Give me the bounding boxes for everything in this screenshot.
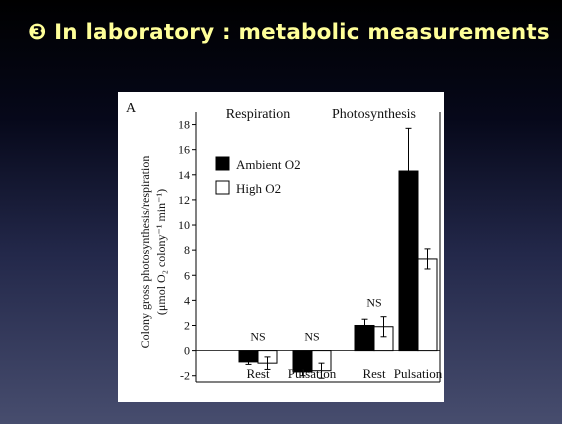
y-tick-label: 8: [184, 243, 190, 257]
ns-annotation: NS: [304, 330, 319, 344]
legend-swatch-high: [215, 180, 230, 195]
y-axis-label-line2: (μmol O₂ colony⁻¹ min⁻¹): [154, 189, 168, 315]
y-tick-label: 18: [178, 118, 190, 132]
y-axis-label-line1: Colony gross photosynthesis/respiration: [138, 156, 152, 349]
y-tick-label: 0: [184, 344, 190, 358]
y-tick-label: 6: [184, 268, 190, 282]
legend-label-ambient: Ambient O2: [236, 157, 301, 172]
slide-title: ❸ In laboratory : metabolic measurements: [28, 20, 550, 45]
y-tick-label: 16: [178, 143, 190, 157]
x-category-label: Rest: [362, 366, 386, 381]
y-tick-label: -2: [180, 369, 190, 383]
y-tick-label: 2: [184, 318, 190, 332]
y-tick-label: 14: [178, 168, 190, 182]
y-tick-label: 12: [178, 193, 190, 207]
legend-swatch-ambient: [215, 156, 230, 171]
legend: Ambient O2 High O2: [215, 156, 301, 196]
panel-label: A: [126, 101, 137, 116]
bar-chart: A Respiration Photosynthesis Colony gros…: [126, 101, 443, 383]
bar-high: [417, 258, 438, 352]
legend-label-high: High O2: [236, 181, 281, 196]
ns-annotation: NS: [250, 330, 265, 344]
x-category-label: Pulsation: [288, 366, 337, 381]
x-category-label: Pulsation: [394, 366, 443, 381]
x-category-label: Rest: [246, 366, 270, 381]
y-tick-label: 4: [184, 293, 190, 307]
y-tick-label: 10: [178, 218, 190, 232]
chart-panel: A Respiration Photosynthesis Colony gros…: [118, 92, 444, 402]
group-label-respiration: Respiration: [226, 107, 291, 122]
ns-annotation: NS: [366, 296, 381, 310]
group-label-photosynthesis: Photosynthesis: [332, 107, 416, 122]
